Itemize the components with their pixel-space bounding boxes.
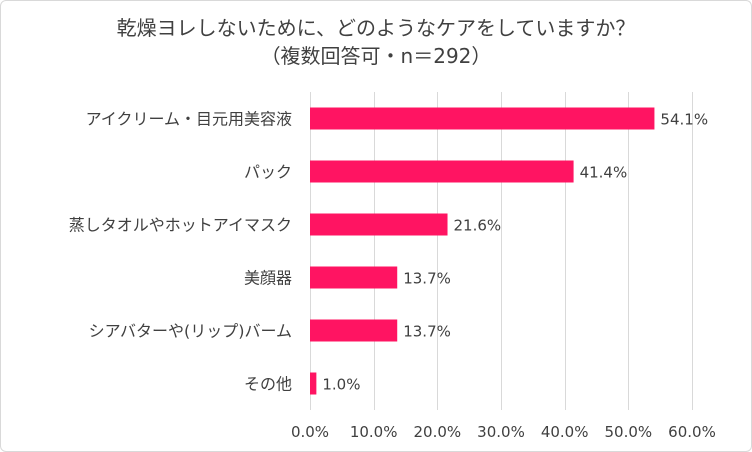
chart-title-block: 乾燥ヨレしないために、どのようなケアをしていますか？ （複数回答可・n＝292） [0, 14, 752, 70]
category-label-0: アイクリーム・目元用美容液 [86, 110, 292, 129]
bar-3 [310, 266, 398, 289]
x-tick-label-0: 0.0% [291, 423, 329, 441]
bar-0 [310, 107, 655, 130]
category-label-2: 蒸しタオルやホットアイマスク [69, 216, 292, 235]
x-tick-label-1: 10.0% [350, 423, 398, 441]
x-tick-label-3: 30.0% [477, 423, 525, 441]
value-label-4: 13.7% [403, 323, 451, 341]
category-label-1: パック [244, 163, 292, 182]
category-label-4: シアバターや(リップ)バーム [89, 322, 292, 341]
category-label-3: 美顔器 [244, 269, 292, 288]
chart-title: 乾燥ヨレしないために、どのようなケアをしていますか？ [116, 16, 636, 40]
chart-subtitle: （複数回答可・n＝292） [260, 44, 492, 68]
bar-5 [310, 372, 317, 395]
bar-1 [310, 160, 574, 183]
value-label-5: 1.0% [322, 376, 360, 394]
x-tick-label-5: 50.0% [605, 423, 653, 441]
value-label-3: 13.7% [403, 270, 451, 288]
category-label-5: その他 [244, 375, 292, 394]
value-label-2: 21.6% [454, 217, 502, 235]
x-tick-label-6: 60.0% [668, 423, 716, 441]
x-tick-label-4: 40.0% [541, 423, 589, 441]
x-tick-label-2: 20.0% [414, 423, 462, 441]
value-label-1: 41.4% [580, 164, 628, 182]
value-label-0: 54.1% [660, 111, 708, 129]
bar-2 [310, 213, 448, 236]
bar-4 [310, 319, 398, 342]
